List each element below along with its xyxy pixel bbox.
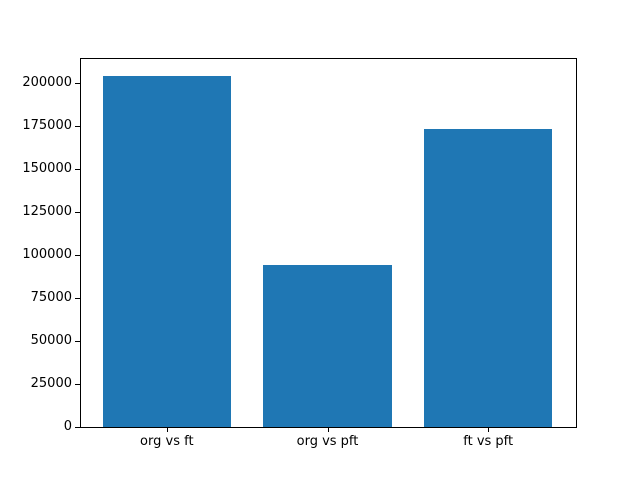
bar-org-vs-pft xyxy=(263,265,392,427)
y-tick-mark xyxy=(75,82,80,84)
x-tick-mark xyxy=(327,428,329,432)
y-tick-mark xyxy=(75,254,80,256)
y-tick-mark xyxy=(75,125,80,127)
y-tick-label: 125000 xyxy=(22,203,72,219)
bar-ft-vs-pft xyxy=(423,129,553,427)
y-tick-mark xyxy=(75,340,80,342)
y-tick-mark xyxy=(75,211,80,213)
y-tick-label: 0 xyxy=(63,419,72,434)
bar-org-vs-ft xyxy=(102,75,232,427)
x-tick-mark xyxy=(488,428,490,432)
x-tick-mark xyxy=(166,428,168,432)
y-tick-label: 150000 xyxy=(22,160,72,176)
x-tick-label-ft-vs-pft: ft vs pft xyxy=(463,434,514,449)
y-tick-label: 175000 xyxy=(22,117,72,133)
x-tick-label-org-vs-pft: org vs pft xyxy=(296,434,359,449)
y-tick-label: 200000 xyxy=(22,74,72,90)
y-tick-label: 50000 xyxy=(30,332,72,348)
y-tick-mark xyxy=(75,168,80,170)
y-tick-label: 75000 xyxy=(30,289,72,305)
x-tick-label-org-vs-ft: org vs ft xyxy=(140,434,194,449)
y-tick-mark xyxy=(75,427,80,428)
y-tick-mark xyxy=(75,297,80,299)
y-tick-label: 100000 xyxy=(22,246,72,262)
y-tick-label: 25000 xyxy=(30,375,72,391)
y-tick-mark xyxy=(75,383,80,385)
